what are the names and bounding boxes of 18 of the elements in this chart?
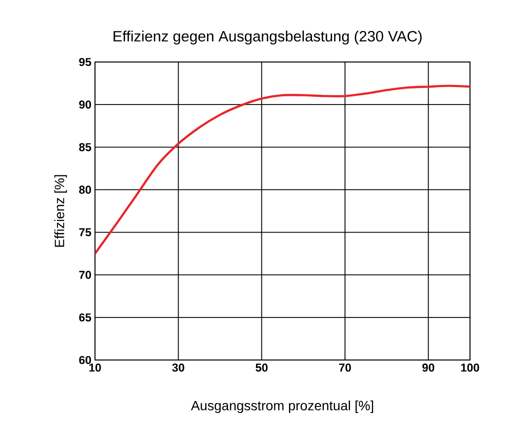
x-axis-title: Ausgangsstrom prozentual [%]	[190, 400, 374, 414]
y-tick-label: 65	[79, 313, 92, 322]
y-tick-label: 95	[79, 58, 92, 66]
y-tick-label: 80	[79, 186, 92, 194]
x-tick-label: 10	[89, 364, 101, 372]
x-tick-label: 70	[339, 364, 351, 372]
y-tick-label: 75	[79, 228, 92, 236]
chart-title: Effizienz gegen Ausgangsbelastung (230 VAC)	[114, 30, 422, 44]
y-tick-label: 85	[79, 143, 92, 152]
y-tick-label: 60	[79, 356, 92, 364]
x-tick-label: 50	[256, 364, 268, 372]
x-tick-label: 90	[422, 364, 434, 372]
y-axis-title: Effizienz [%]	[54, 175, 67, 247]
line-series	[95, 84, 470, 255]
x-tick-label: 100	[461, 364, 480, 372]
y-tick-label: 70	[79, 270, 92, 279]
x-tick-label: 30	[172, 364, 184, 372]
y-tick-label: 90	[79, 100, 92, 109]
